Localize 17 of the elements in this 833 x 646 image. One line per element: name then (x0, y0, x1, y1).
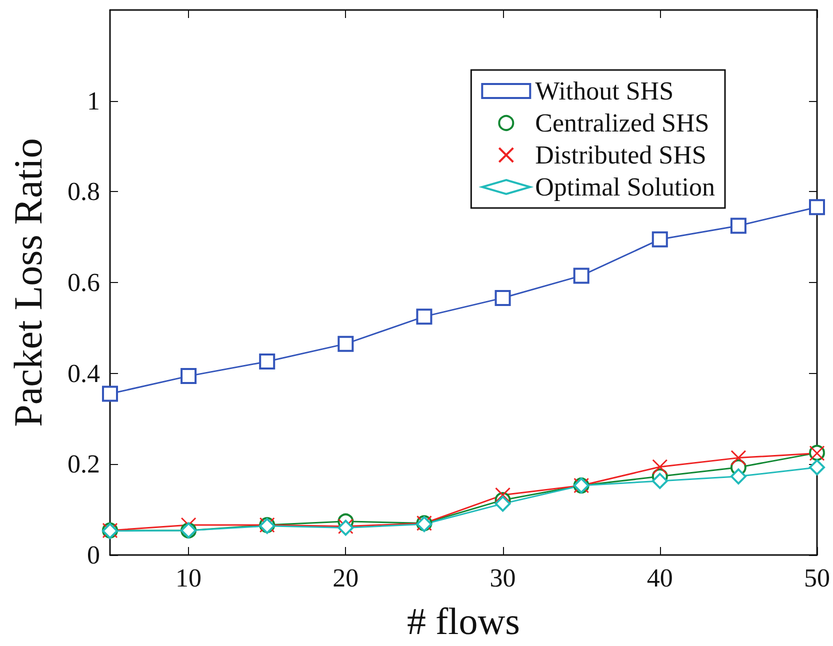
y-tick-label: 0.4 (68, 358, 100, 388)
legend-label: Centralized SHS (535, 108, 710, 138)
legend-label: Optimal Solution (535, 172, 715, 202)
x-axis-title: # flows (407, 601, 520, 643)
x-tick-label: 40 (646, 564, 673, 592)
y-tick-label: 1 (87, 86, 100, 116)
x-tick-label: 10 (176, 564, 202, 592)
y-tick-label: 0.6 (68, 268, 100, 297)
y-axis-title: Packet Loss Ratio (6, 138, 50, 427)
legend-label: Without SHS (535, 76, 674, 106)
legend-label: Distributed SHS (535, 140, 706, 170)
y-tick-label: 0.2 (68, 450, 100, 479)
x-tick-label: 20 (332, 564, 359, 592)
y-tick-label: 0 (87, 540, 100, 570)
x-tick-label: 50 (804, 564, 830, 592)
y-tick-label: 0.8 (68, 177, 100, 206)
x-tick-label: 30 (490, 564, 516, 592)
